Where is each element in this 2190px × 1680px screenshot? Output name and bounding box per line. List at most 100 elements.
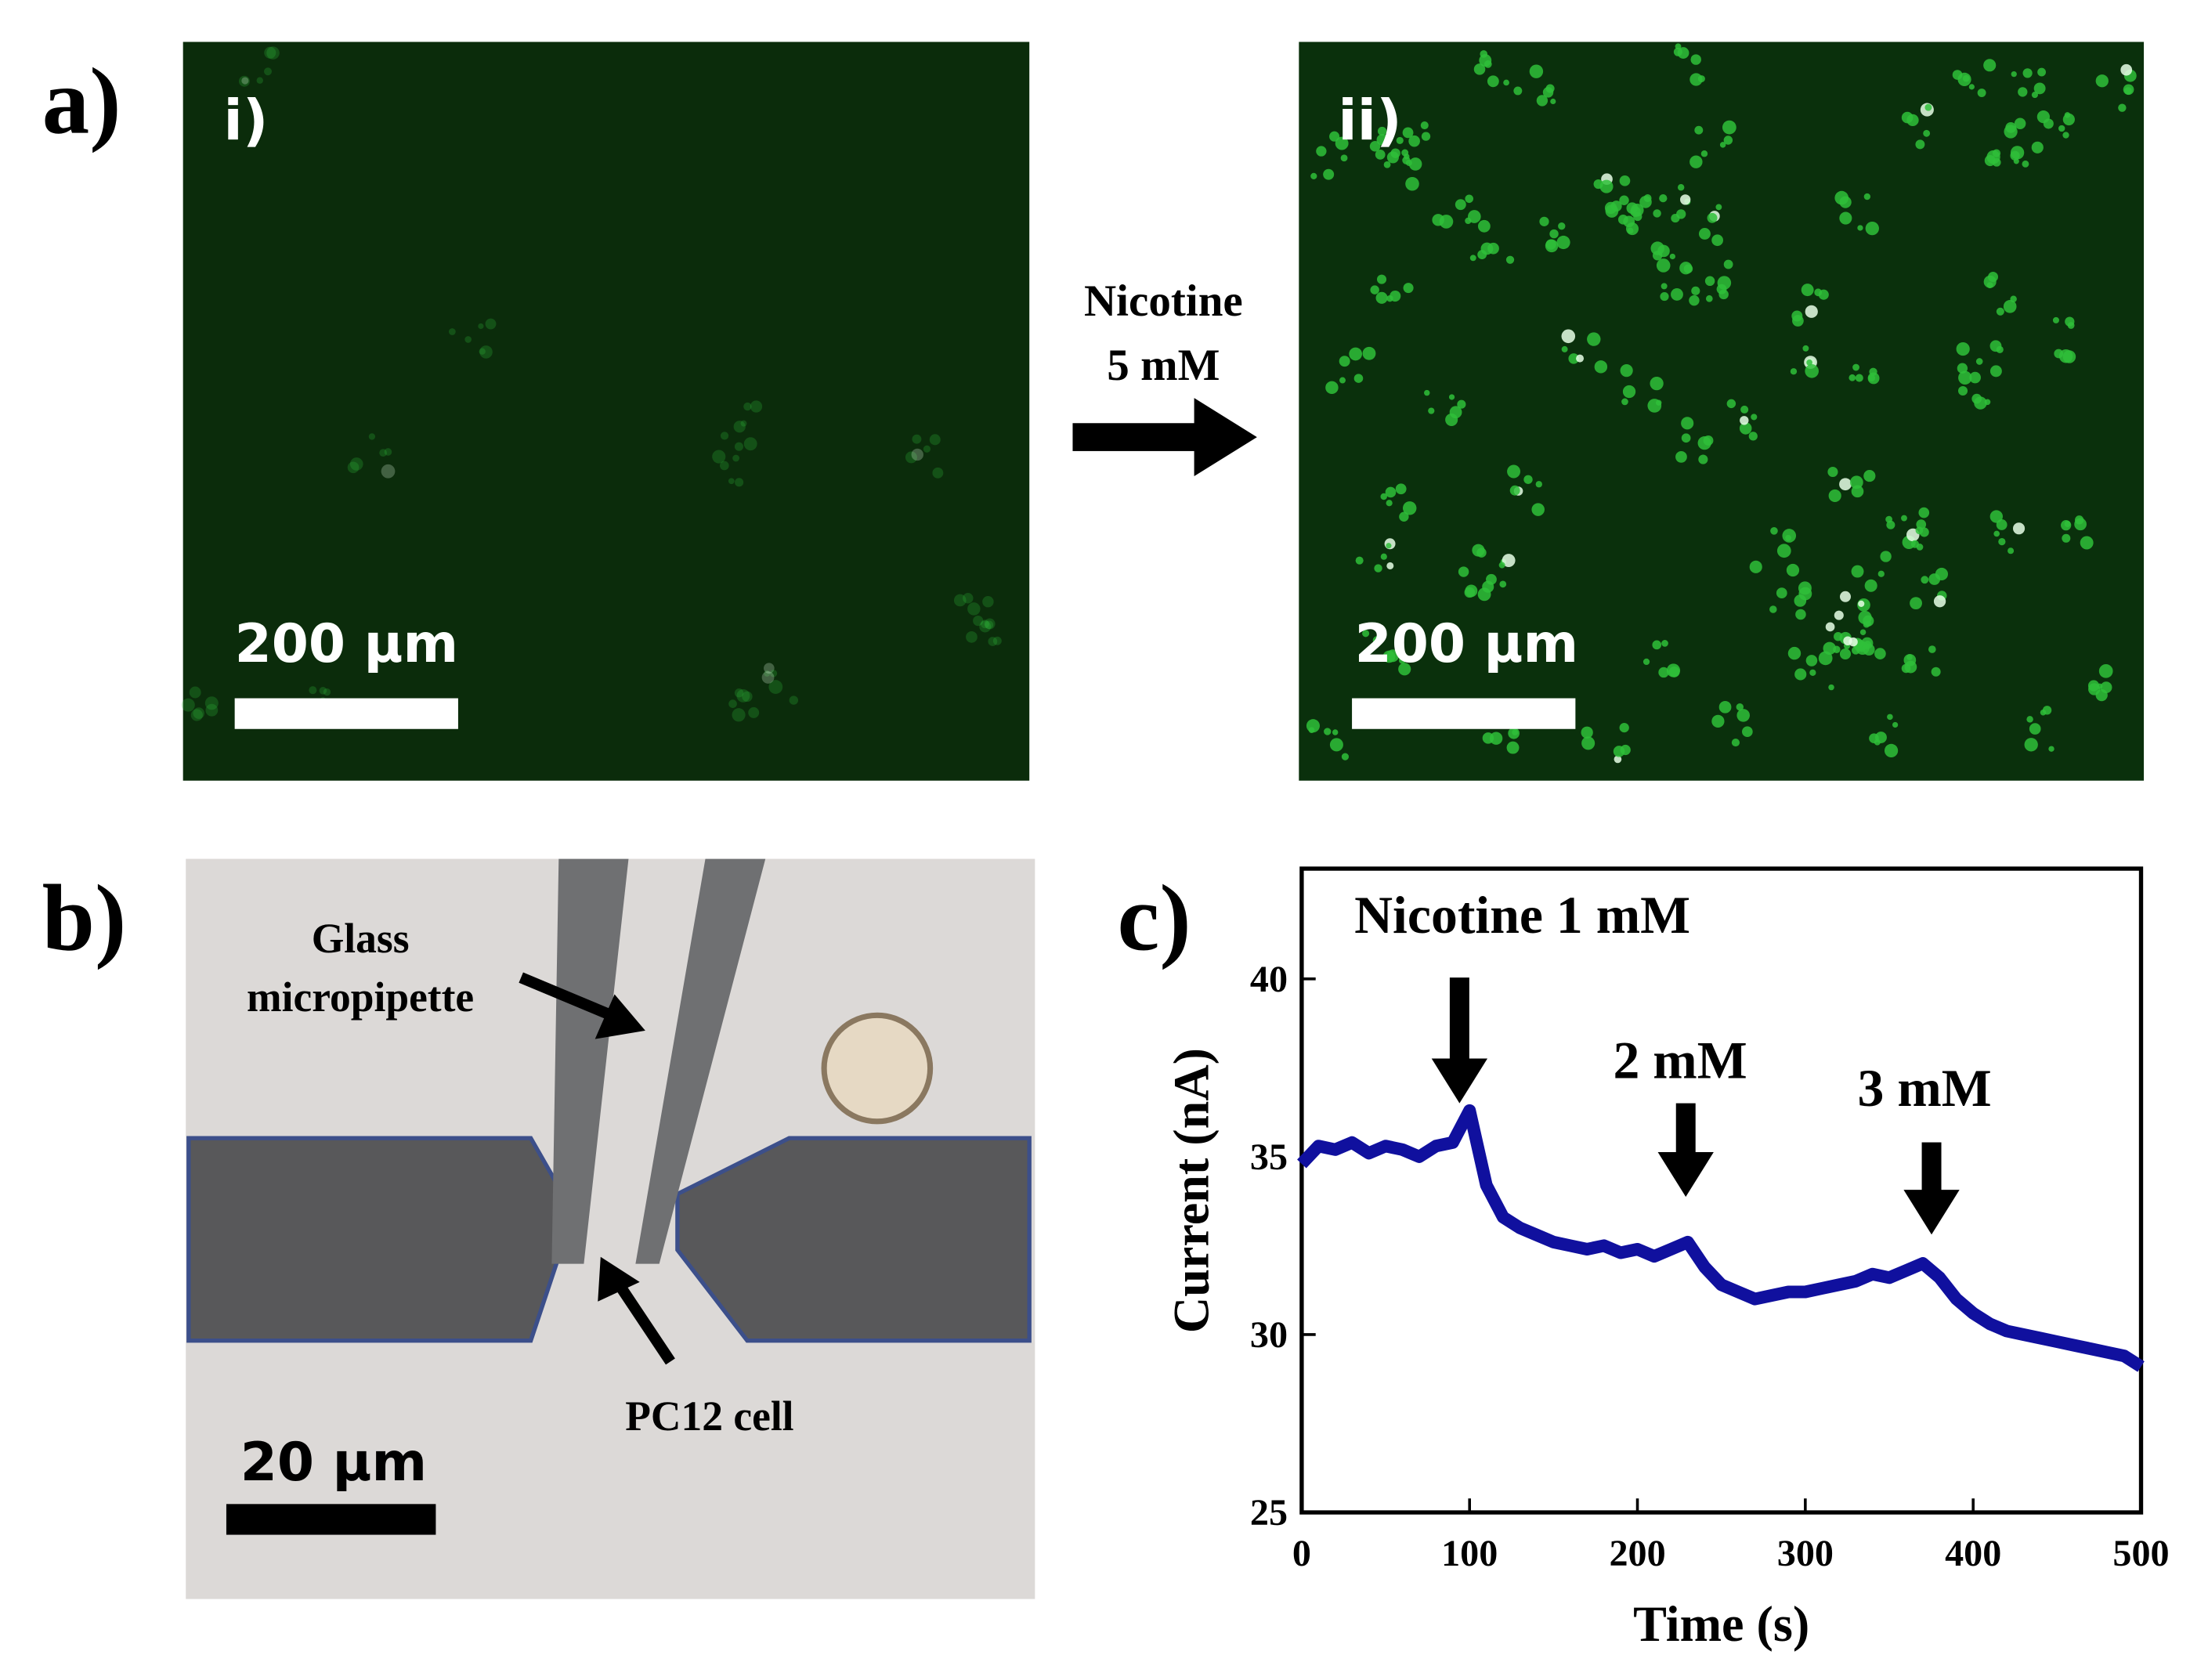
cell-dot <box>1977 89 1986 97</box>
cell-dot <box>1918 507 1930 518</box>
cell-dot <box>309 686 317 695</box>
x-tick-label: 300 <box>1777 1533 1834 1574</box>
cell-dot <box>205 703 219 717</box>
cell-dot <box>1353 374 1364 383</box>
cell-dot <box>1718 700 1732 714</box>
cell-dot <box>1887 714 1893 721</box>
cell-dot <box>1865 620 1872 627</box>
cell-dot <box>985 620 994 630</box>
cell-dot <box>1924 103 1932 111</box>
cell-dot <box>1770 527 1778 535</box>
cell-dot <box>1323 168 1335 180</box>
y-axis-label: Current (nA) <box>1163 1048 1219 1333</box>
scale-bar <box>1352 698 1576 729</box>
cell-dot <box>1619 175 1631 186</box>
cell-dot <box>1983 275 1997 288</box>
cell-dot <box>1989 365 2002 378</box>
cell-dot <box>1903 654 1917 667</box>
cell-dot <box>1795 609 1806 620</box>
cell-dot <box>1865 221 1879 236</box>
cell-dot <box>1923 129 1931 137</box>
cell-dot <box>1599 179 1614 193</box>
cell-clusters <box>181 46 1002 724</box>
cell-dot <box>789 695 799 705</box>
cell-dot <box>1482 580 1494 593</box>
panel-label: c) <box>1118 865 1191 970</box>
cell-dot <box>381 464 396 479</box>
cell-dot <box>982 595 994 608</box>
data-line <box>1297 1104 2145 1372</box>
cell-dot <box>1852 363 1859 371</box>
cell-dot <box>1383 161 1391 168</box>
cell-dot <box>2080 536 2094 550</box>
cell-dot <box>1839 648 1852 660</box>
cell-dot <box>1558 222 1566 230</box>
cell-dot <box>734 442 743 451</box>
cell-dot <box>1619 722 1629 733</box>
cell-dot <box>1857 225 1863 231</box>
cell-dot <box>1581 726 1593 739</box>
cell-dot <box>319 687 327 695</box>
annotation: 2 mM <box>1613 1031 1747 1090</box>
cell-dot <box>1610 201 1622 212</box>
cell-dot <box>1989 510 2004 523</box>
cell-dot <box>929 434 941 446</box>
cell-dot <box>2012 522 2026 535</box>
cell-dot <box>1875 732 1887 743</box>
cell-dot <box>478 323 484 330</box>
cell-dot <box>1621 398 1628 406</box>
cell-dot <box>1568 353 1579 364</box>
arrow <box>1903 1190 1960 1235</box>
cell-dot <box>1969 371 1981 384</box>
cell-dot <box>1921 576 1929 584</box>
cell-dot <box>1505 255 1515 264</box>
cell-dot <box>1375 291 1388 304</box>
cell-dot <box>719 461 729 471</box>
cell-dot <box>1613 746 1625 757</box>
cell-dot <box>2074 518 2087 531</box>
cell-dot <box>1689 73 1703 86</box>
arrow <box>613 1278 675 1365</box>
cell-dot <box>1839 478 1852 491</box>
cell-dot <box>1457 399 1466 409</box>
cell-dot <box>1550 98 1556 105</box>
cell-dot <box>1622 385 1636 399</box>
cell-dot <box>1370 285 1379 294</box>
cell-dot <box>1776 587 1787 599</box>
cell-dot <box>1469 255 1476 262</box>
cell-dot <box>1587 332 1601 346</box>
cell-dot <box>2052 316 2059 323</box>
cell-dot <box>2011 70 2017 78</box>
cell-dot <box>1335 136 1349 150</box>
scale-bar-label: 200 µm <box>235 612 458 674</box>
cell-dot <box>1424 389 1430 396</box>
cell-dot <box>1627 227 1634 234</box>
x-tick-label: 0 <box>1292 1533 1311 1574</box>
cell-dot <box>1523 475 1533 484</box>
cell-dot <box>1483 60 1492 68</box>
cell-dot <box>238 75 250 87</box>
cell-dot <box>379 449 388 457</box>
cell-dot <box>1614 755 1622 764</box>
cell-dot <box>1374 564 1382 573</box>
cell-dot <box>2026 716 2033 723</box>
cell-dot <box>1723 135 1733 145</box>
cell-dot <box>1332 729 1339 735</box>
cell-dot <box>1794 668 1807 681</box>
cell-dot <box>1809 669 1816 676</box>
cell-dot <box>1408 135 1420 147</box>
cell-dot <box>1652 251 1663 261</box>
cell-dot <box>1507 464 1521 479</box>
arrow-label: Nicotine <box>1084 276 1243 326</box>
cell-dot <box>1874 648 1886 659</box>
cell-dot <box>1477 250 1487 259</box>
cell-dot <box>2058 349 2073 363</box>
arrow <box>598 1256 640 1302</box>
cell-dot <box>1915 139 1925 150</box>
cell-dot <box>1386 294 1393 302</box>
cell-dot <box>1933 595 1946 608</box>
cell-dot <box>1715 204 1722 211</box>
cell-dot <box>1996 345 2004 354</box>
cell-dot <box>905 451 917 464</box>
